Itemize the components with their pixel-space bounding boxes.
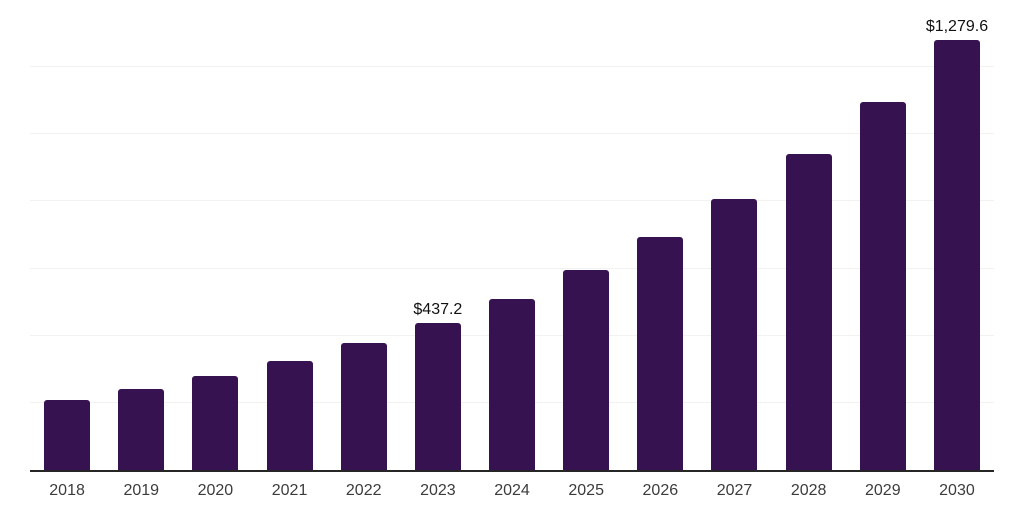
x-tick-label-2019: 2019 (123, 482, 160, 499)
bar-slot-2021 (252, 0, 326, 470)
bar-slot-2026 (623, 0, 697, 470)
x-tick-label-2027: 2027 (716, 482, 753, 499)
bar-2026 (637, 237, 684, 470)
bar-2024 (489, 298, 536, 470)
bar-slot-2022 (327, 0, 401, 470)
bar-slot-2027 (697, 0, 771, 470)
bar-2021 (266, 361, 313, 470)
bar-2030 (933, 40, 980, 470)
x-tick-label-2028: 2028 (790, 482, 827, 499)
bar-2022 (340, 342, 387, 470)
x-tick-label-2029: 2029 (865, 482, 901, 499)
bar-slot-2024 (475, 0, 549, 470)
bar-2027 (711, 198, 758, 470)
bar-slot-2023: $437.2 (401, 0, 475, 470)
x-tick-label-2020: 2020 (197, 482, 234, 499)
x-tick-label-2021: 2021 (271, 482, 308, 499)
x-tick-label-2030: 2030 (939, 482, 975, 499)
bar-slot-2020 (178, 0, 252, 470)
bar-2028 (785, 153, 832, 470)
bars-row: $437.2 $1,279.6 (30, 0, 994, 470)
gridline (30, 66, 994, 68)
bar-slot-2025 (549, 0, 623, 470)
x-axis-line (30, 470, 994, 472)
plot-area: $437.2 $1,279.6 (30, 0, 994, 470)
x-tick-label-2022: 2022 (345, 482, 382, 499)
bar-2018 (44, 399, 91, 470)
x-tick-label-2023: 2023 (420, 482, 456, 499)
value-label-2023: $437.2 (413, 301, 463, 319)
bar-2025 (563, 270, 610, 470)
value-label-2030: $1,279.6 (925, 18, 989, 36)
gridline (30, 200, 994, 202)
bar-slot-2030: $1,279.6 (920, 0, 994, 470)
bar-2029 (859, 101, 906, 470)
gridline (30, 267, 994, 269)
bar-2023 (414, 323, 461, 470)
bar-2019 (118, 388, 165, 470)
bar-2020 (192, 376, 239, 470)
gridline (30, 133, 994, 135)
bar-slot-2029 (846, 0, 920, 470)
x-tick-label-2026: 2026 (642, 482, 679, 499)
x-tick-label-2018: 2018 (49, 482, 85, 499)
bar-slot-2019 (104, 0, 178, 470)
bar-slot-2028 (772, 0, 846, 470)
bar-slot-2018 (30, 0, 104, 470)
x-axis-labels: 2018 2019 2020 2021 2022 2023 2024 2025 2026 2027… (30, 483, 994, 499)
x-tick-label-2025: 2025 (568, 482, 604, 499)
x-tick-label-2024: 2024 (494, 482, 530, 499)
